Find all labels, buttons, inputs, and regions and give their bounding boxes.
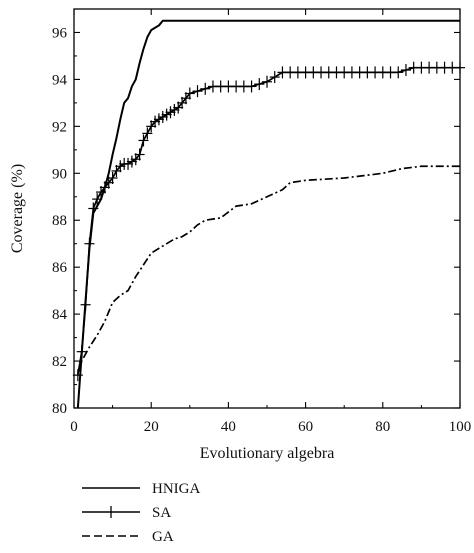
sa-marker (269, 71, 280, 84)
sa-marker (262, 75, 272, 88)
x-tick-label: 100 (449, 419, 472, 435)
y-tick-label: 80 (52, 401, 67, 417)
y-tick-label: 90 (52, 166, 67, 182)
sa-marker (192, 85, 203, 98)
sa-marker (80, 298, 91, 311)
y-tick-label: 84 (52, 307, 68, 323)
x-tick-label: 40 (221, 419, 236, 435)
x-tick-label: 60 (298, 419, 313, 435)
legend-entry-sa: SA (82, 505, 171, 521)
sa-marker (88, 202, 99, 215)
y-tick-label: 86 (52, 260, 68, 276)
plot-area (72, 8, 465, 409)
legend-label: HNIGA (152, 481, 200, 497)
x-tick-label: 20 (144, 419, 159, 435)
legend-entry-hniga: HNIGA (82, 481, 200, 497)
sa-marker (200, 82, 211, 95)
y-axis-label: Coverage (%) (9, 164, 26, 253)
legend-entry-ga: GA (82, 529, 174, 545)
y-axis: 80 82 84 86 88 90 92 94 96 (52, 25, 460, 417)
x-axis-label: Evolutionary algebra (200, 445, 335, 462)
plot-frame (73, 8, 461, 409)
sa-marker (184, 87, 195, 100)
sa-marker (254, 78, 265, 91)
series-line-hniga (76, 19, 460, 409)
sa-marker (76, 345, 87, 358)
sa-marker (134, 148, 145, 161)
x-tick-label: 0 (70, 419, 78, 435)
y-tick-label: 92 (52, 119, 67, 135)
y-tick-label: 88 (52, 213, 67, 229)
legend-label: SA (152, 505, 171, 521)
y-tick-label: 96 (52, 25, 68, 41)
sa-marker (84, 237, 95, 250)
series-line-sa (77, 66, 460, 376)
sa-marker (400, 64, 411, 77)
y-tick-label: 82 (52, 354, 67, 370)
series-line-ga (77, 165, 460, 374)
x-tick-label: 80 (375, 419, 390, 435)
x-axis: 0 20 40 60 80 100 (70, 9, 471, 435)
legend: HNIGA SA GA (82, 481, 200, 545)
sa-marker (138, 134, 149, 147)
sa-marker (107, 171, 118, 184)
legend-label: GA (152, 529, 174, 545)
sa-marker (92, 193, 103, 206)
sa-marker (246, 80, 257, 93)
sa-marker (455, 61, 465, 74)
sa-marker (393, 66, 404, 79)
sa-marker (142, 127, 153, 140)
y-tick-label: 94 (52, 72, 68, 88)
